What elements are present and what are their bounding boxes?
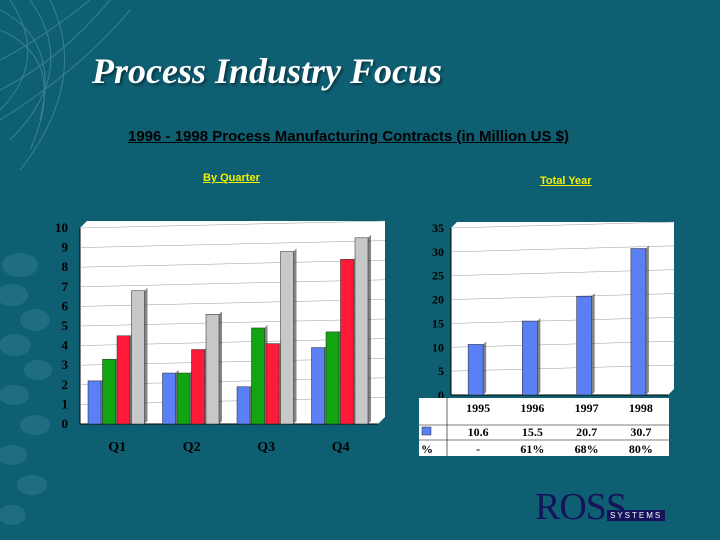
y-tick-label: 7 [62,279,69,294]
bar-side [483,341,487,395]
bar-side [293,248,297,424]
y-tick-label: 6 [62,298,69,313]
table-percent: 80% [629,442,653,456]
y-tick-label: 0 [62,416,69,431]
bar-side [368,234,371,424]
bar [280,251,294,425]
bar [265,343,280,425]
legend-swatch [421,426,432,436]
y-tick-label: 0 [438,388,444,402]
bar [251,327,265,425]
table-percent: - [476,442,480,456]
quarter-chart-title: By Quarter [203,172,260,184]
data-table [419,398,669,456]
y-tick-label: 5 [438,364,444,378]
bar [522,320,538,396]
x-tick-label: Q1 [108,440,126,455]
y-tick-label: 20 [432,293,444,307]
bar-side [645,245,649,395]
y-tick-label: 2 [62,377,69,392]
grid-line [79,259,386,268]
logo-sub-text: SYSTEMS [607,510,666,521]
bar [236,386,251,425]
x-tick-label: 1996 [520,401,544,415]
table-value: 20.7 [576,425,597,439]
y-tick-label: 10 [55,220,68,235]
grid-line [79,299,386,307]
bar [311,347,325,425]
bar-side [144,287,148,424]
slide-title: Process Industry Focus [92,51,443,91]
y-tick-label: 4 [62,338,69,353]
bar [131,290,145,425]
grid-line [450,221,675,229]
bar-side [591,293,595,395]
x-tick-label: 1998 [629,401,653,415]
year-chart-title: Total Year [540,175,592,187]
bar [102,359,116,425]
x-tick-label: Q2 [183,440,201,455]
y-tick-label: 5 [62,318,69,333]
company-logo: ROSS SYSTEMS [535,488,666,526]
y-tick-label: 8 [62,259,69,274]
y-tick-label: 3 [62,357,69,372]
bar-side [537,318,541,395]
bar [116,335,131,425]
bar [340,259,354,425]
grid-line [79,240,386,248]
table-percent: 68% [575,442,599,456]
y-tick-label: 1 [62,396,69,411]
bar [467,344,484,396]
x-tick-label: 1995 [466,401,490,415]
plot-area [451,222,674,395]
y-tick-label: 10 [432,340,444,354]
y-tick-label: 35 [432,221,444,235]
y-tick-label: 15 [432,316,444,330]
bar [205,313,220,425]
bar [630,248,647,396]
grid-line [79,220,386,229]
bar [87,380,102,425]
x-tick-label: Q3 [257,440,275,455]
slide-subtitle: 1996 - 1998 Process Manufacturing Contra… [128,128,569,145]
bar [576,295,592,396]
bar [325,331,340,425]
percent-row-label: % [421,442,433,456]
table-value: 30.7 [630,425,651,439]
table-percent: 61% [520,442,544,456]
table-value: 10.6 [468,425,489,439]
grid-line [79,279,386,288]
bar [162,372,176,425]
x-tick-label: 1997 [575,401,599,415]
table-value: 15.5 [522,425,543,439]
y-tick-label: 25 [432,269,444,283]
bar-side [219,311,222,424]
grid-line [450,245,675,253]
bar [191,349,205,425]
y-tick-label: 9 [62,240,69,255]
grid-line [79,318,386,327]
y-tick-label: 30 [432,245,444,259]
x-tick-label: Q4 [332,440,350,455]
bar [176,372,191,425]
bar [354,237,369,425]
